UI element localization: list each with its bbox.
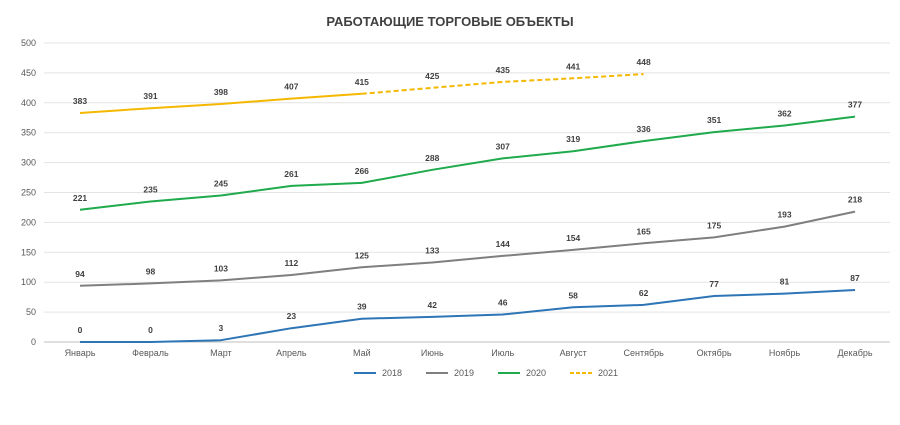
data-label-2021: 435 (496, 65, 510, 75)
x-tick-label: Октябрь (697, 348, 732, 358)
y-tick-label: 300 (21, 158, 36, 168)
y-tick-label: 350 (21, 128, 36, 138)
series-line-2021 (79, 92, 362, 114)
data-label-2020: 336 (637, 124, 651, 134)
data-label-2019: 218 (848, 195, 862, 205)
data-label-2019: 144 (496, 239, 510, 249)
x-tick-label: Март (210, 348, 232, 358)
x-tick-label: Июль (491, 348, 514, 358)
data-label-2021: 398 (214, 87, 228, 97)
data-label-2020: 351 (707, 115, 721, 125)
x-tick-label: Май (353, 348, 371, 358)
legend-label-2019: 2019 (454, 368, 474, 378)
data-label-2018: 81 (780, 277, 790, 287)
y-tick-label: 0 (31, 337, 36, 347)
x-tick-label: Сентябрь (623, 348, 664, 358)
data-label-2019: 133 (425, 245, 439, 255)
data-label-2018: 23 (287, 311, 297, 321)
data-label-2018: 62 (639, 288, 649, 298)
series-line-dashed-2021 (361, 73, 644, 95)
data-label-2020: 235 (143, 184, 157, 194)
legend-label-2020: 2020 (526, 368, 546, 378)
data-label-2021: 415 (355, 77, 369, 87)
x-tick-label: Ноябрь (769, 348, 801, 358)
data-label-2021: 425 (425, 71, 439, 81)
y-tick-label: 100 (21, 277, 36, 287)
series-line-2020 (79, 115, 856, 211)
data-label-2021: 391 (143, 91, 157, 101)
data-label-2020: 319 (566, 134, 580, 144)
y-tick-label: 200 (21, 217, 36, 227)
data-label-2018: 77 (709, 279, 719, 289)
y-tick-label: 50 (26, 307, 36, 317)
data-label-2021: 407 (284, 82, 298, 92)
data-label-2019: 94 (75, 269, 85, 279)
x-tick-label: Декабрь (837, 348, 872, 358)
data-label-2019: 193 (777, 210, 791, 220)
y-tick-label: 450 (21, 68, 36, 78)
series-line-2018 (80, 289, 856, 343)
y-tick-label: 250 (21, 188, 36, 198)
data-label-2020: 266 (355, 166, 369, 176)
data-label-2021: 448 (637, 57, 651, 67)
data-label-2020: 288 (425, 153, 439, 163)
chart-title: РАБОТАЮЩИЕ ТОРГОВЫЕ ОБЪЕКТЫ (326, 14, 574, 29)
legend-label-2018: 2018 (382, 368, 402, 378)
data-label-2020: 245 (214, 178, 228, 188)
data-label-2018: 42 (428, 300, 438, 310)
data-label-2020: 307 (496, 141, 510, 151)
y-tick-label: 500 (21, 38, 36, 48)
data-label-2019: 112 (285, 258, 299, 268)
data-label-2018: 3 (219, 323, 224, 333)
data-label-2018: 87 (850, 273, 860, 283)
data-label-2019: 175 (707, 220, 721, 230)
data-label-2019: 103 (214, 263, 228, 273)
series-line-2019 (79, 210, 856, 287)
data-label-2020: 261 (284, 169, 298, 179)
x-tick-label: Июнь (421, 348, 444, 358)
data-label-2018: 0 (148, 325, 153, 335)
x-tick-label: Февраль (132, 348, 169, 358)
data-label-2018: 39 (357, 302, 367, 312)
data-label-2021: 383 (73, 96, 87, 106)
x-tick-label: Январь (65, 348, 96, 358)
data-label-2019: 154 (566, 233, 580, 243)
x-tick-label: Апрель (276, 348, 307, 358)
y-tick-label: 400 (21, 98, 36, 108)
y-tick-label: 150 (21, 247, 36, 257)
data-label-2019: 125 (355, 250, 369, 260)
legend-label-2021: 2021 (598, 368, 618, 378)
data-label-2018: 0 (78, 325, 83, 335)
data-label-2019: 98 (146, 266, 156, 276)
data-label-2020: 362 (777, 109, 791, 119)
data-label-2020: 377 (848, 100, 862, 110)
data-label-2019: 165 (637, 226, 651, 236)
data-label-2018: 46 (498, 297, 508, 307)
data-label-2020: 221 (73, 193, 87, 203)
x-tick-label: Август (560, 348, 587, 358)
data-label-2021: 441 (566, 61, 580, 71)
data-label-2018: 58 (568, 290, 578, 300)
